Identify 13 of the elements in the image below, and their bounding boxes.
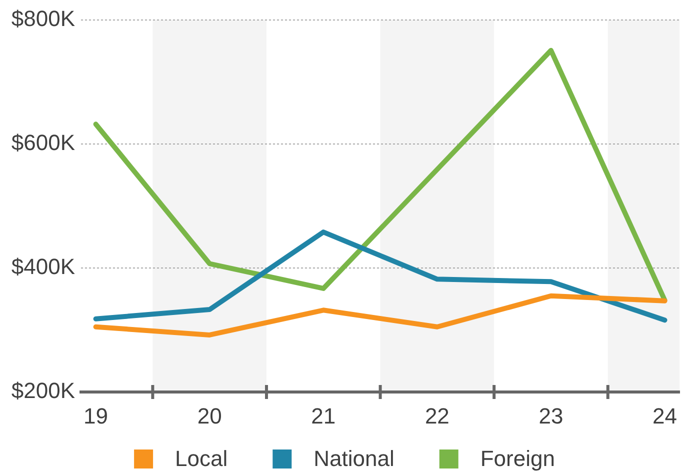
x-tick-label: 24 [652,403,678,428]
x-tick-label: 23 [538,403,564,428]
x-tick-label: 22 [424,403,450,428]
legend-label: National [314,446,394,472]
x-tick-label: 20 [197,403,222,428]
x-tick-label: 19 [84,403,108,428]
y-tick-label: $400K [11,254,76,280]
y-tick-label: $200K [11,378,76,404]
y-tick-label: $600K [11,130,76,156]
legend-label: Local [175,446,228,472]
x-tick-label: 21 [311,403,336,428]
y-tick-label: $800K [11,6,76,32]
legend-label: Foreign [480,446,555,472]
